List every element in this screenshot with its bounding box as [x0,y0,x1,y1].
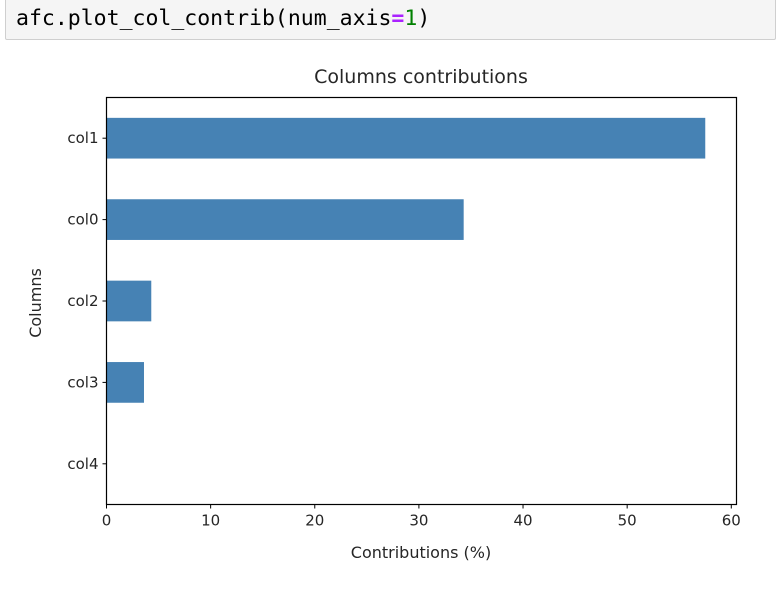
bars-group [106,117,706,403]
x-tick-label-40: 40 [513,512,532,530]
bar-col1 [106,117,706,159]
y-tick-label-col2: col2 [67,292,98,310]
code-arg-value: 1 [404,6,418,31]
y-tick-label-col3: col3 [67,373,98,391]
code-cell[interactable]: afc.plot_col_contrib(num_axis=1) [5,0,776,40]
x-tick-label-10: 10 [201,512,220,530]
x-tick-label-20: 20 [305,512,324,530]
x-tick-label-0: 0 [102,512,112,530]
bar-col2 [106,280,152,322]
code-line[interactable]: afc.plot_col_contrib(num_axis=1) [16,5,430,33]
code-open-paren: ( [274,6,288,31]
code-close-paren: ) [417,6,431,31]
plot-frame [105,96,738,506]
x-tick-label-60: 60 [722,512,741,530]
y-tick-label-col1: col1 [67,129,98,147]
y-axis-label: Columns [26,268,45,338]
plot-output: Columns contributions Columns Contributi… [0,50,777,599]
bar-col3 [106,362,144,403]
chart-title: Columns contributions [314,66,528,88]
code-object: afc [16,6,55,31]
x-tick-label-30: 30 [409,512,428,530]
x-tick-label-50: 50 [618,512,637,530]
code-dot: . [54,6,68,31]
bar-chart: Columns contributions Columns Contributi… [26,66,741,562]
ticks-group: col1 col0 col2 col3 col4 0 10 20 30 40 50 60 [67,129,740,529]
y-tick-label-col0: col0 [67,211,98,229]
code-method: plot_col_contrib [67,6,275,31]
x-axis-label: Contributions (%) [351,543,491,562]
code-operator: = [391,6,405,31]
code-arg-name: num_axis [287,6,392,31]
y-tick-label-col4: col4 [67,455,98,473]
bar-col0 [106,199,464,240]
